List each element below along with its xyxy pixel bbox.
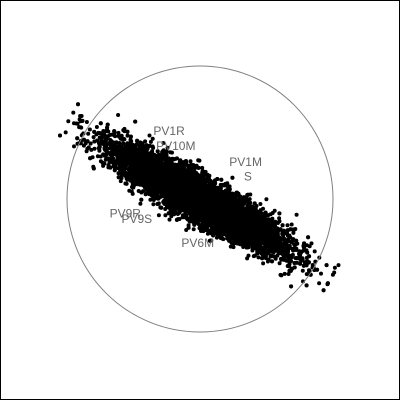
scatter-point xyxy=(274,220,279,225)
scatter-point xyxy=(151,202,156,207)
scatter-point xyxy=(256,255,261,260)
scatter-point xyxy=(86,131,91,136)
scatter-point xyxy=(293,242,298,247)
scatter-point xyxy=(116,130,121,135)
scatter-point xyxy=(228,244,233,249)
scatter-point xyxy=(286,272,291,276)
scatter-point xyxy=(300,268,305,273)
scatter-point xyxy=(94,125,99,129)
scatter-point xyxy=(66,119,71,124)
scatter-point xyxy=(277,261,282,266)
scatter-point xyxy=(312,249,317,254)
scatter-point xyxy=(156,213,161,218)
scatter-point xyxy=(180,213,185,218)
scatter-point xyxy=(72,144,76,149)
scatter-point xyxy=(92,146,97,151)
scatter-point xyxy=(89,147,94,152)
scatter-point xyxy=(332,265,337,270)
scatter-points-group xyxy=(58,102,341,293)
scatter-point xyxy=(285,223,290,228)
scatter-point xyxy=(191,227,196,232)
scatter-point xyxy=(148,139,153,144)
scatter-point xyxy=(167,217,172,222)
scatter-point xyxy=(258,202,263,206)
scatter-point xyxy=(277,216,282,221)
scatter-point xyxy=(118,179,123,184)
scatter-point xyxy=(84,120,89,124)
scatter-point xyxy=(187,219,192,224)
scatter-point xyxy=(188,159,193,164)
scatter-point xyxy=(304,243,309,248)
scatter-point xyxy=(163,213,168,218)
scatter-point xyxy=(98,154,103,159)
scatter-point xyxy=(310,263,315,267)
scatter-point xyxy=(330,272,335,277)
scatter-point xyxy=(150,136,155,141)
scatter-point xyxy=(264,197,269,202)
scatter-point xyxy=(200,165,205,170)
scatter-point xyxy=(81,143,86,148)
scatter-point xyxy=(291,230,296,235)
scatter-point xyxy=(138,201,143,206)
scatter-point xyxy=(91,135,96,140)
scatter-point xyxy=(319,271,323,276)
scatter-point xyxy=(165,145,170,150)
scatter-point xyxy=(144,188,149,192)
scatter-point xyxy=(261,261,266,266)
scatter-point xyxy=(265,259,270,264)
scatter-point xyxy=(175,156,179,161)
scatter-point xyxy=(161,141,166,145)
scatter-point xyxy=(309,241,314,246)
scatter-point xyxy=(71,110,76,115)
